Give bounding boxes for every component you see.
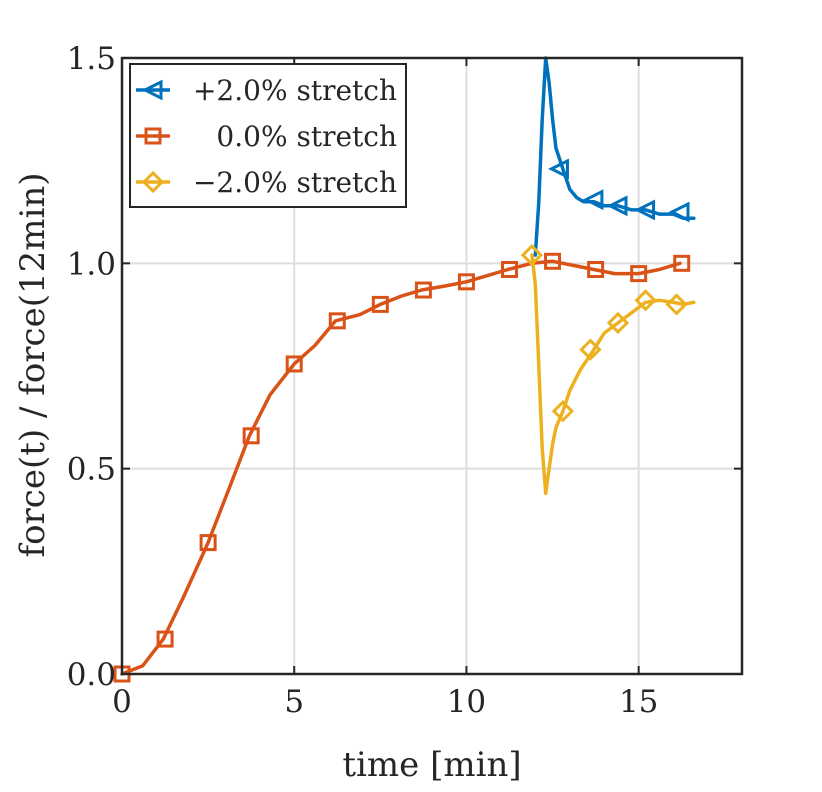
x-axis-label: time [min] <box>342 745 521 785</box>
x-tick-label: 15 <box>619 684 658 720</box>
data-point <box>551 400 575 423</box>
data-point <box>544 252 562 270</box>
data-point <box>587 260 605 278</box>
data-point <box>501 260 518 278</box>
y-axis-label: force(t) / force(12min) <box>13 172 53 557</box>
data-point <box>457 273 475 291</box>
legend: +2.0% stretch 0.0% stretch −2.0% stretch <box>129 63 407 208</box>
data-point <box>673 254 691 272</box>
data-point <box>634 289 657 312</box>
series-line <box>120 259 682 676</box>
legend-entry: −2.0% stretch <box>136 166 397 199</box>
series-line <box>533 56 696 257</box>
data-point <box>634 199 656 221</box>
legend-label: 0.0% stretch <box>216 120 397 153</box>
series-line <box>530 253 696 496</box>
data-point <box>606 195 628 217</box>
data-point <box>630 265 648 283</box>
data-point <box>242 427 260 445</box>
legend-box <box>129 63 407 208</box>
legend-marker <box>141 170 165 194</box>
y-tick-label: 0.0 <box>67 657 116 693</box>
legend-label: +2.0% stretch <box>193 74 397 107</box>
legend-entry: 0.0% stretch <box>136 120 397 153</box>
data-point <box>606 311 630 335</box>
data-point <box>548 158 569 180</box>
y-tick-label: 0.5 <box>67 452 116 488</box>
data-point <box>285 355 303 373</box>
series-2 <box>520 243 696 496</box>
y-tick-label: 1.0 <box>67 246 116 282</box>
legend-marker <box>141 79 163 101</box>
legend-label: −2.0% stretch <box>193 166 397 199</box>
legend-marker <box>144 127 162 145</box>
y-tick-label: 1.5 <box>67 41 116 77</box>
legend-entry: +2.0% stretch <box>136 74 397 107</box>
series-0 <box>533 56 696 257</box>
data-point <box>579 338 602 361</box>
data-point <box>414 281 432 299</box>
data-point <box>199 534 217 552</box>
data-point <box>582 189 604 211</box>
plot-frame <box>120 56 744 676</box>
data-point <box>520 243 544 267</box>
data-point <box>668 201 690 223</box>
series-layer <box>113 56 696 683</box>
data-point <box>371 295 389 313</box>
x-tick-label: 5 <box>284 684 304 720</box>
data-point <box>156 630 174 648</box>
series-1 <box>113 252 691 683</box>
data-point <box>328 312 346 330</box>
x-tick-label: 0 <box>112 684 132 720</box>
data-point <box>665 293 688 316</box>
x-tick-label: 10 <box>447 684 486 720</box>
axis-ticks: 0 5 10 15 0.0 0.5 1.0 1.5 <box>67 41 742 720</box>
